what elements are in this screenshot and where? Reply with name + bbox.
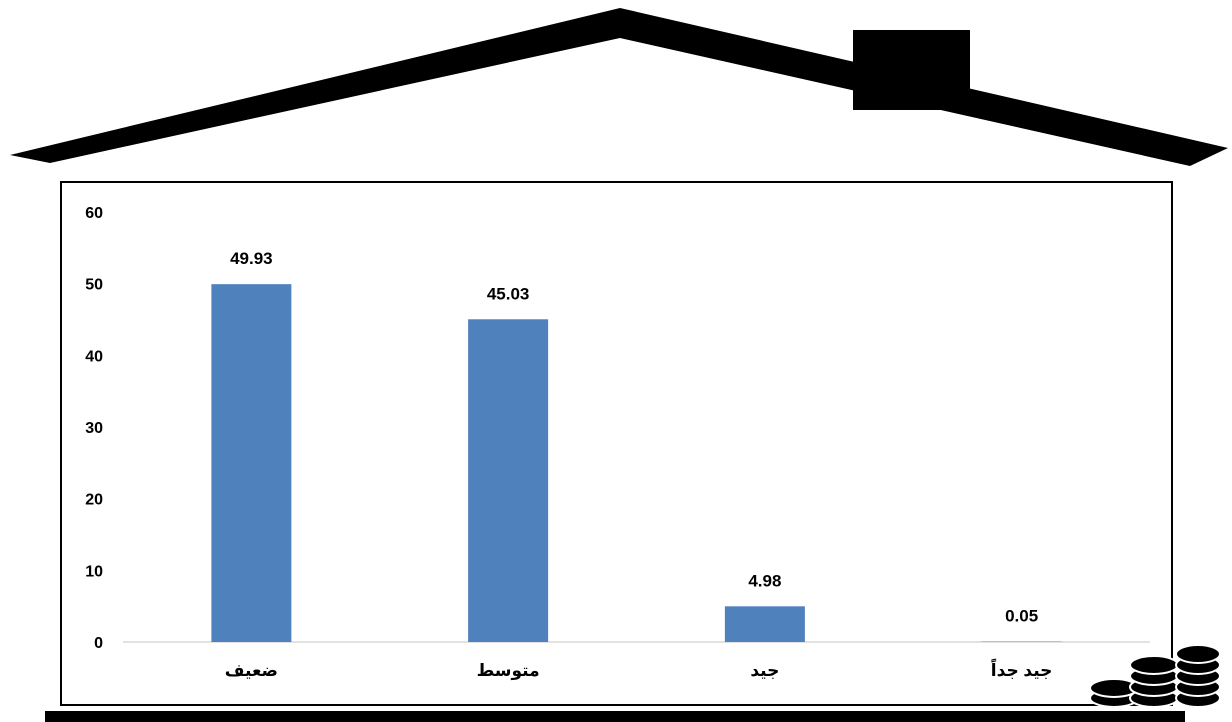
y-axis-ticks: 0 10 20 30 40 50 60 [85, 205, 103, 652]
y-tick-label: 20 [85, 492, 103, 509]
bar [211, 284, 292, 642]
data-labels-group: 49.93 45.03 4.98 0.05 [230, 249, 1038, 625]
category-label: متوسط [477, 661, 540, 681]
house-roof-icon [10, 8, 1228, 166]
bar [468, 319, 549, 642]
y-tick-label: 60 [85, 205, 103, 222]
data-label: 49.93 [230, 249, 273, 268]
y-tick-label: 40 [85, 348, 103, 365]
y-tick-label: 50 [85, 277, 103, 294]
data-label: 45.03 [487, 284, 530, 303]
house-floor [45, 711, 1185, 722]
category-label: ضعيف [225, 661, 278, 680]
data-label: 4.98 [748, 571, 781, 590]
bar [724, 606, 805, 642]
category-labels-group: ضعيف متوسط جيد جيد جداً [225, 657, 1053, 681]
category-label: جيد [750, 661, 779, 680]
y-tick-label: 0 [94, 635, 103, 652]
category-label: جيد جداً [990, 657, 1052, 680]
bars-group [211, 284, 1062, 642]
data-label: 0.05 [1005, 607, 1038, 626]
y-tick-label: 10 [85, 563, 103, 580]
y-tick-label: 30 [85, 420, 103, 437]
coin-stacks-icon [1089, 644, 1221, 708]
